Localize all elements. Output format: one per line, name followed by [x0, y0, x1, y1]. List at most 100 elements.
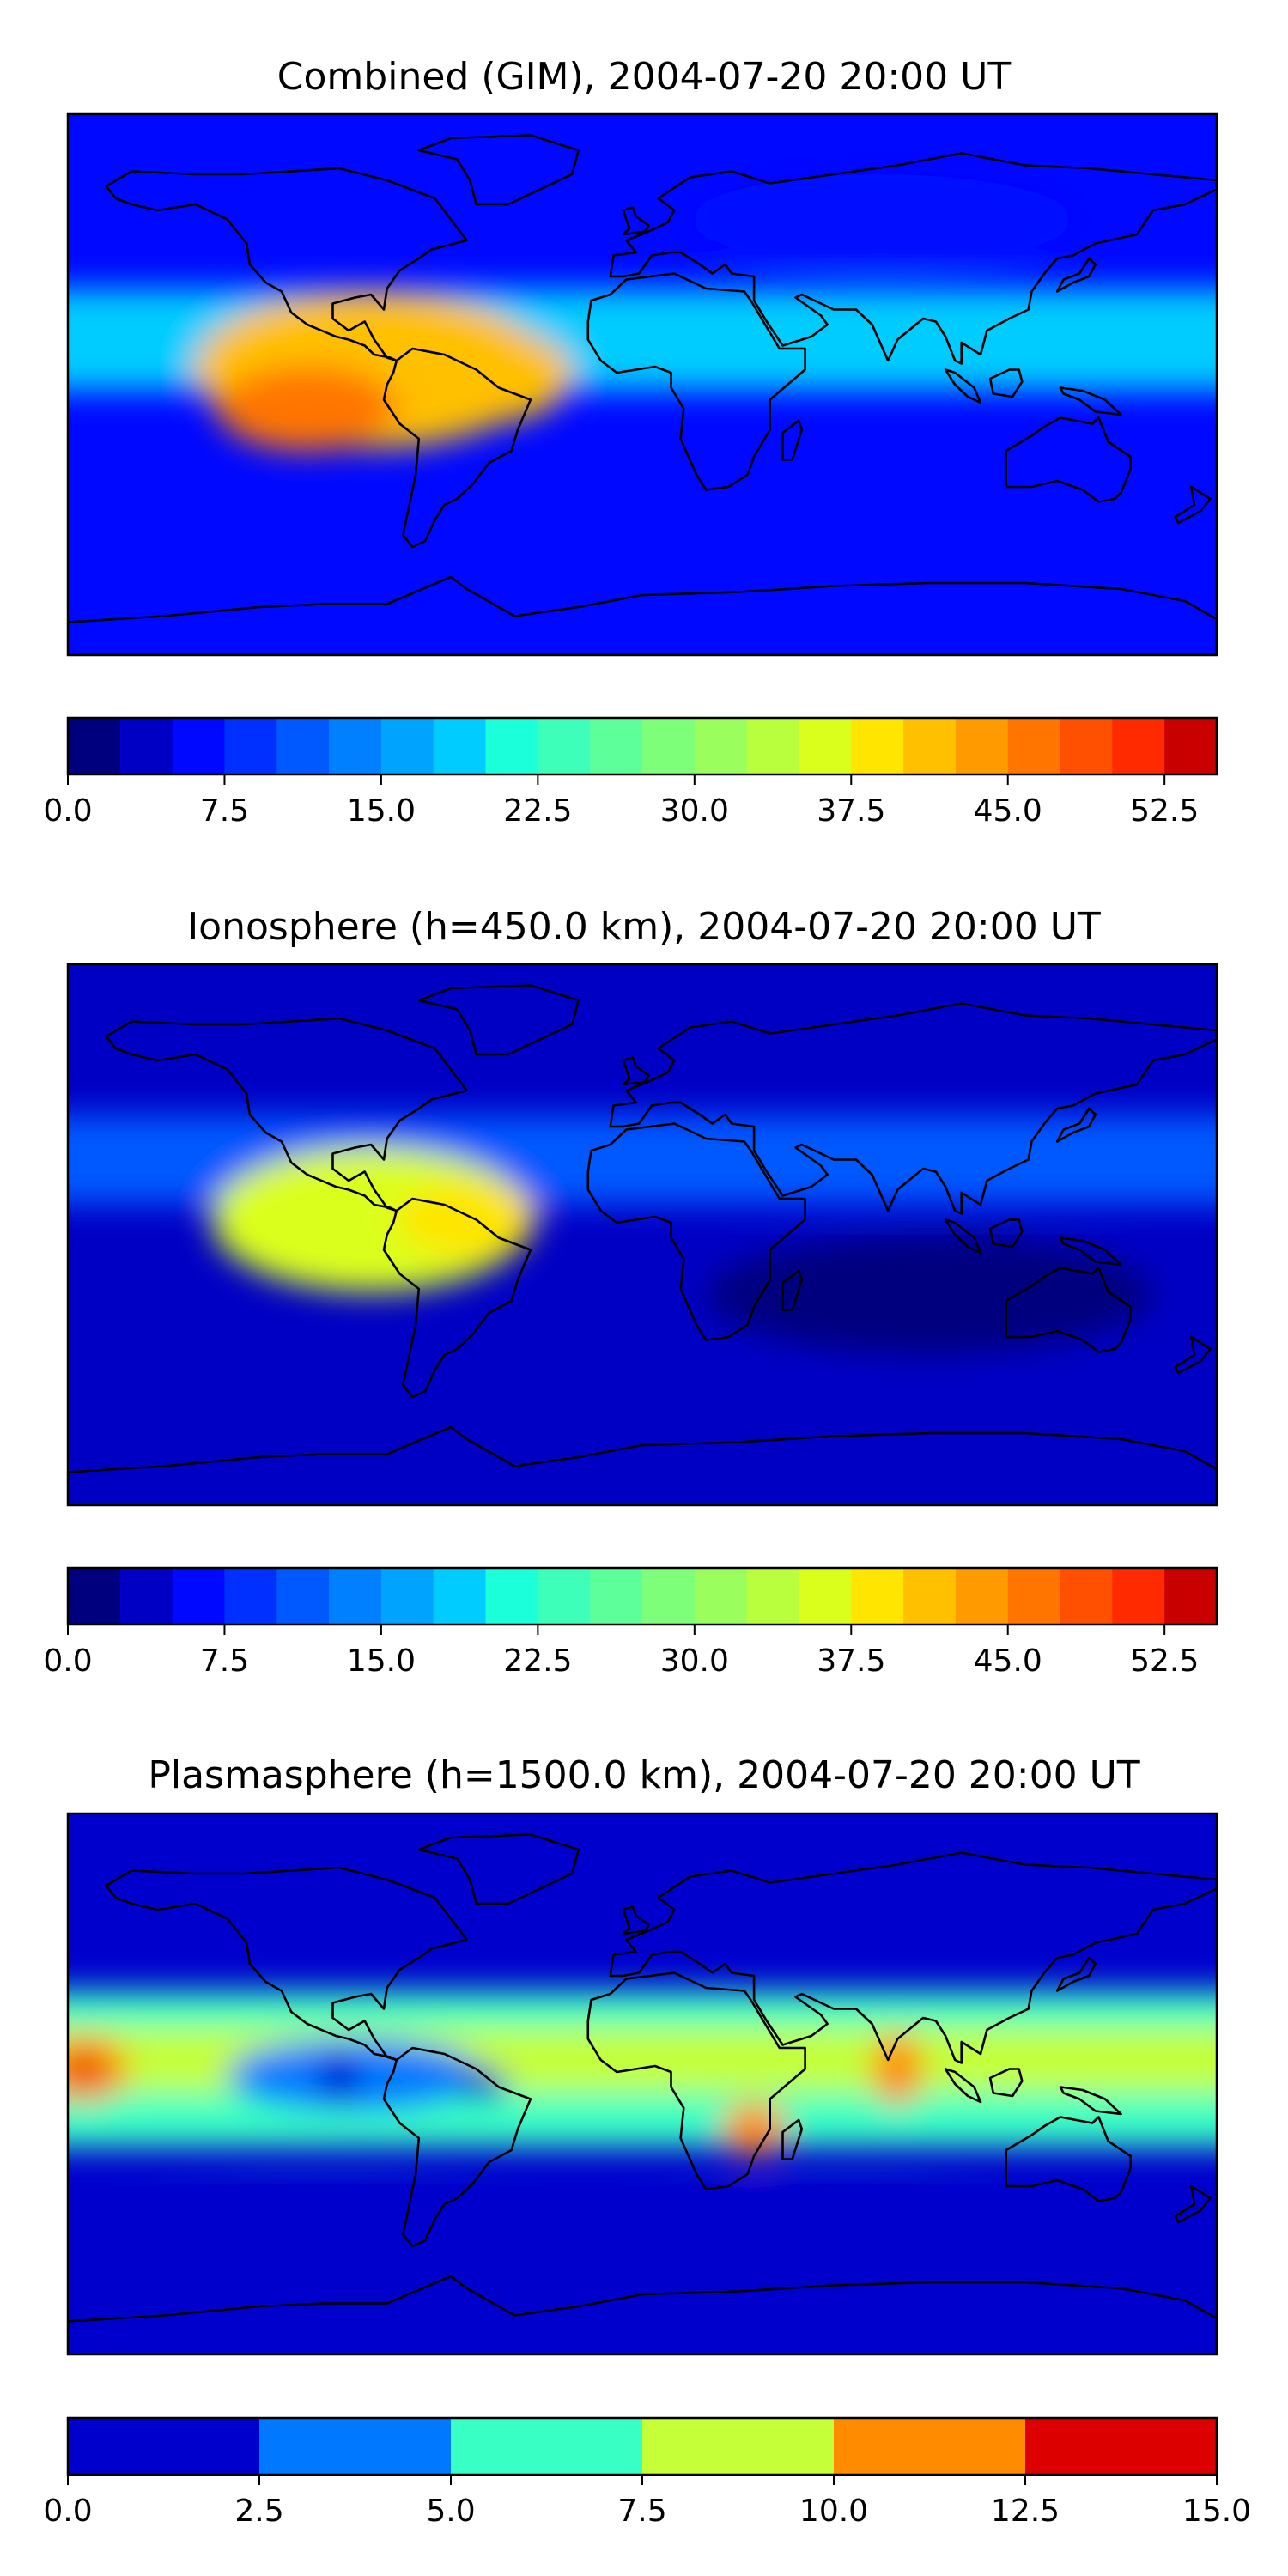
colorbar-swatch-11 [642, 1568, 696, 1625]
colorbar-tick-label-4: 10.0 [799, 2494, 868, 2529]
colorbar-swatch-0 [68, 1568, 121, 1625]
colorbar-swatch-9 [538, 718, 591, 775]
colorbar-swatch-8 [485, 718, 538, 775]
colorbar-swatch-18 [1007, 718, 1061, 775]
contour-field [68, 1814, 1217, 2354]
plasmasphere-colorbar: 0.0 2.5 5.0 7.5 10.0 12.5 15.0 [43, 2416, 1251, 2529]
coastline-sumatra [944, 1218, 982, 1255]
coastline-borneo [988, 1218, 1024, 1249]
field-blob-8 [319, 2054, 359, 2102]
colorbar-swatch-4 [834, 2418, 1026, 2475]
colorbar-tick-label-7: 52.5 [1130, 1643, 1199, 1679]
coastline-new-zealand [1174, 1335, 1212, 1375]
colorbar-swatch-6 [380, 718, 434, 775]
coastline-greenland [417, 984, 580, 1056]
colorbar-swatch-8 [485, 1568, 538, 1625]
colorbar-swatch-0 [68, 2418, 260, 2475]
field-blob-7 [457, 2069, 508, 2099]
coastline-north-america [105, 1866, 468, 2062]
colorbar-swatch-20 [1112, 718, 1165, 775]
field-blob-3 [217, 367, 397, 451]
colorbar-swatch-10 [590, 1568, 643, 1625]
colorbar-tick-label-1: 7.5 [200, 1643, 249, 1679]
colorbar-swatch-14 [799, 1568, 852, 1625]
colorbar-swatch-5 [1025, 2418, 1218, 2475]
colorbar-swatch-19 [1060, 1568, 1113, 1625]
colorbar-swatch-7 [433, 718, 487, 775]
ionosphere-colorbar: 0.0 7.5 15.0 22.5 30.0 37.5 45.0 52.5 [43, 1566, 1218, 1679]
field-blob-4 [721, 2102, 787, 2156]
colorbar-swatch-20 [1112, 1568, 1165, 1625]
coastlines [68, 984, 1217, 1505]
coastline-eurasia [609, 1851, 1217, 2064]
colorbar-swatch-9 [538, 1568, 591, 1625]
coastline-eurasia [609, 152, 1217, 365]
field-blob-10 [642, 2189, 1025, 2250]
coastline-madagascar [781, 2118, 804, 2160]
colorbar-tick-label-2: 5.0 [426, 2494, 475, 2529]
colorbar-swatch-15 [851, 1568, 904, 1625]
coastline-sumatra [944, 368, 982, 404]
coastline-australia [1005, 416, 1132, 503]
combined-gim-colorbar: 0.0 7.5 15.0 22.5 30.0 37.5 45.0 52.5 [43, 716, 1218, 829]
field-blob-9 [131, 2189, 515, 2250]
colorbar-tick-label-3: 22.5 [503, 793, 572, 829]
field-features [68, 1990, 1217, 2250]
colorbar-swatch-2 [451, 2418, 643, 2475]
field-blob-4 [690, 174, 1073, 264]
coastline-north-america [105, 1017, 468, 1212]
colorbar-tick-label-6: 15.0 [1182, 2494, 1251, 2529]
coastline-new-guinea [1059, 2086, 1122, 2116]
colorbar-swatch-14 [799, 718, 852, 775]
coastline-madagascar [781, 419, 804, 461]
colorbar-swatch-3 [642, 2418, 835, 2475]
colorbar-tick-label-1: 2.5 [234, 2494, 283, 2529]
colorbar-swatch-13 [746, 718, 800, 775]
colorbar-swatch-2 [172, 1568, 226, 1625]
colorbar-swatch-18 [1007, 1568, 1061, 1625]
colorbar-tick-label-0: 0.0 [43, 2494, 92, 2529]
coastline-new-guinea [1059, 386, 1122, 416]
map-frame [66, 1812, 1218, 2356]
colorbar-swatch-3 [224, 1568, 277, 1625]
coastline-north-america [105, 167, 468, 362]
plasmasphere-panel: Plasmasphere (h=1500.0 km), 2004-07-20 2… [43, 1753, 1251, 2529]
colorbar-swatch-21 [1164, 1568, 1218, 1625]
coastline-new-zealand [1174, 485, 1212, 525]
coastline-antarctica [68, 575, 1217, 655]
coastline-britain [622, 206, 650, 236]
colorbar-swatch-1 [119, 718, 173, 775]
coastline-africa [586, 1122, 806, 1341]
coastline-south-america [382, 347, 532, 549]
ionosphere-title: Ionosphere (h=450.0 km), 2004-07-20 20:0… [187, 905, 1101, 949]
colorbar-swatch-15 [851, 718, 904, 775]
coastline-japan [1055, 257, 1097, 293]
coastline-south-america [382, 1197, 532, 1399]
field-blob-1 [211, 1147, 531, 1292]
colorbar-tick-label-3: 7.5 [617, 2494, 666, 2529]
coastlines [68, 1833, 1217, 2354]
coastline-madagascar [781, 1269, 804, 1311]
coastline-greenland [417, 1833, 580, 1905]
colorbar-swatch-6 [380, 1568, 434, 1625]
colorbar-swatch-5 [329, 718, 382, 775]
colorbar-swatch-4 [276, 1568, 330, 1625]
field-blob-3 [68, 2057, 103, 2081]
colorbar-swatch-16 [903, 1568, 957, 1625]
colorbar-tick-label-4: 30.0 [660, 793, 729, 829]
colorbar-frame [66, 1566, 1218, 1626]
coastline-eurasia [609, 1002, 1217, 1215]
coastline-antarctica [68, 2275, 1217, 2354]
field-band-1 [68, 2026, 1217, 2093]
coastline-borneo [988, 368, 1024, 398]
combined-gim-title: Combined (GIM), 2004-07-20 20:00 UT [277, 55, 1012, 99]
colorbar-swatch-2 [172, 718, 226, 775]
colorbar-tick-label-3: 22.5 [503, 1643, 572, 1679]
colorbar-tick-label-6: 45.0 [974, 1643, 1042, 1679]
map-frame [66, 963, 1218, 1507]
colorbar-tick-label-7: 52.5 [1130, 793, 1199, 829]
contour-field [68, 114, 1217, 655]
field-features [68, 174, 1217, 451]
colorbar-swatch-5 [329, 1568, 382, 1625]
